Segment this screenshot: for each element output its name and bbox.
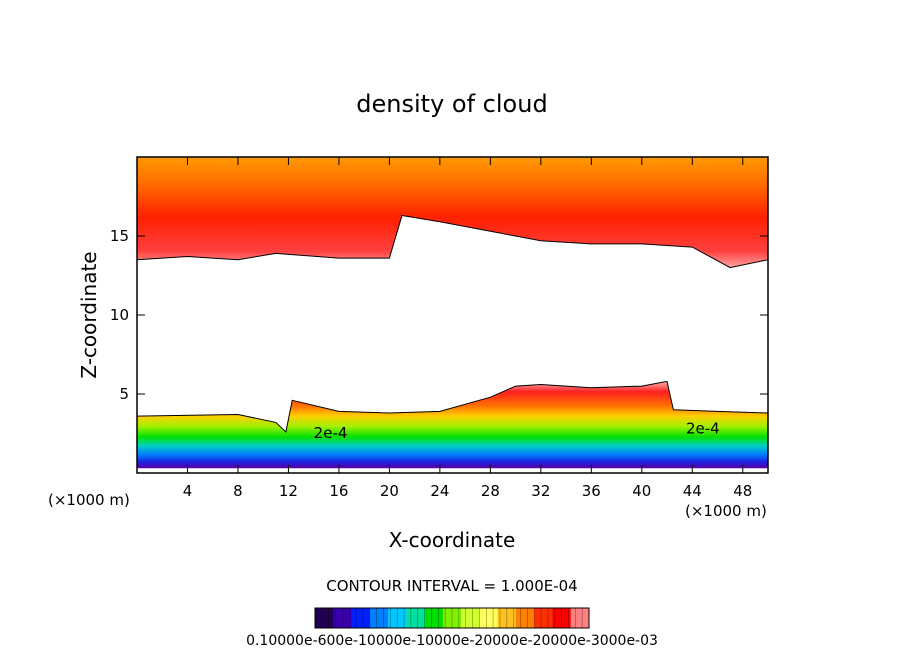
colorbar xyxy=(315,608,590,628)
colorbar-swatch-6 xyxy=(406,608,426,628)
x-tick-label-24: 24 xyxy=(430,482,449,500)
colorbar-swatch-10 xyxy=(479,608,499,628)
colorbar-frame xyxy=(314,607,590,629)
colorbar-swatch-7 xyxy=(424,608,444,628)
lower-cloud-boundary xyxy=(137,380,768,433)
upper-cloud-boundary xyxy=(137,214,768,269)
colorbar-swatch-13 xyxy=(534,608,553,628)
x-tick-label-32: 32 xyxy=(531,482,550,500)
plot-area: 2e-4 2e-4 xyxy=(137,157,768,469)
x-tick-label-12: 12 xyxy=(279,482,298,500)
colorbar-labels: 0.10000e-600e-10000e-10000e-20000e-20000… xyxy=(246,633,658,649)
lower-cloud-layer xyxy=(137,381,768,469)
x-unit-left: (×1000 m) xyxy=(48,491,130,509)
colorbar-swatch-3 xyxy=(351,608,371,628)
colorbar-swatch-4 xyxy=(369,608,389,628)
colorbar-swatch-9 xyxy=(461,608,480,628)
x-axis-ticks: 4 8 12 16 20 24 28 32 36 40 44 48 xyxy=(183,157,752,500)
contour-label-2: 2e-4 xyxy=(686,420,720,438)
x-tick-label-28: 28 xyxy=(481,482,500,500)
colorbar-swatch-1 xyxy=(315,608,334,628)
x-tick-label-40: 40 xyxy=(632,482,651,500)
x-tick-label-4: 4 xyxy=(183,482,193,500)
colorbar-swatch-5 xyxy=(388,608,407,628)
x-unit-right: (×1000 m) xyxy=(685,502,767,520)
y-axis-ticks: 5 10 15 xyxy=(110,227,768,403)
chart-title: density of cloud xyxy=(356,90,547,118)
y-tick-label-15: 15 xyxy=(110,227,129,245)
colorbar-swatch-8 xyxy=(442,608,462,628)
x-tick-label-8: 8 xyxy=(233,482,243,500)
x-tick-label-48: 48 xyxy=(733,482,752,500)
y-axis-label: Z-coordinate xyxy=(77,251,101,378)
colorbar-swatch-15 xyxy=(570,608,590,628)
y-tick-label-5: 5 xyxy=(119,385,129,403)
colorbar-swatch-14 xyxy=(552,608,572,628)
colorbar-swatch-2 xyxy=(333,608,353,628)
y-tick-label-10: 10 xyxy=(110,306,129,324)
contour-label-1: 2e-4 xyxy=(314,424,348,442)
colorbar-swatch-11 xyxy=(497,608,517,628)
x-tick-label-44: 44 xyxy=(683,482,702,500)
contour-interval-text: CONTOUR INTERVAL = 1.000E-04 xyxy=(326,577,577,595)
colorbar-swatch-12 xyxy=(515,608,535,628)
x-tick-label-36: 36 xyxy=(582,482,601,500)
upper-cloud-layer xyxy=(137,157,768,268)
x-tick-label-16: 16 xyxy=(329,482,348,500)
x-axis-label: X-coordinate xyxy=(389,528,516,552)
x-tick-label-20: 20 xyxy=(380,482,399,500)
